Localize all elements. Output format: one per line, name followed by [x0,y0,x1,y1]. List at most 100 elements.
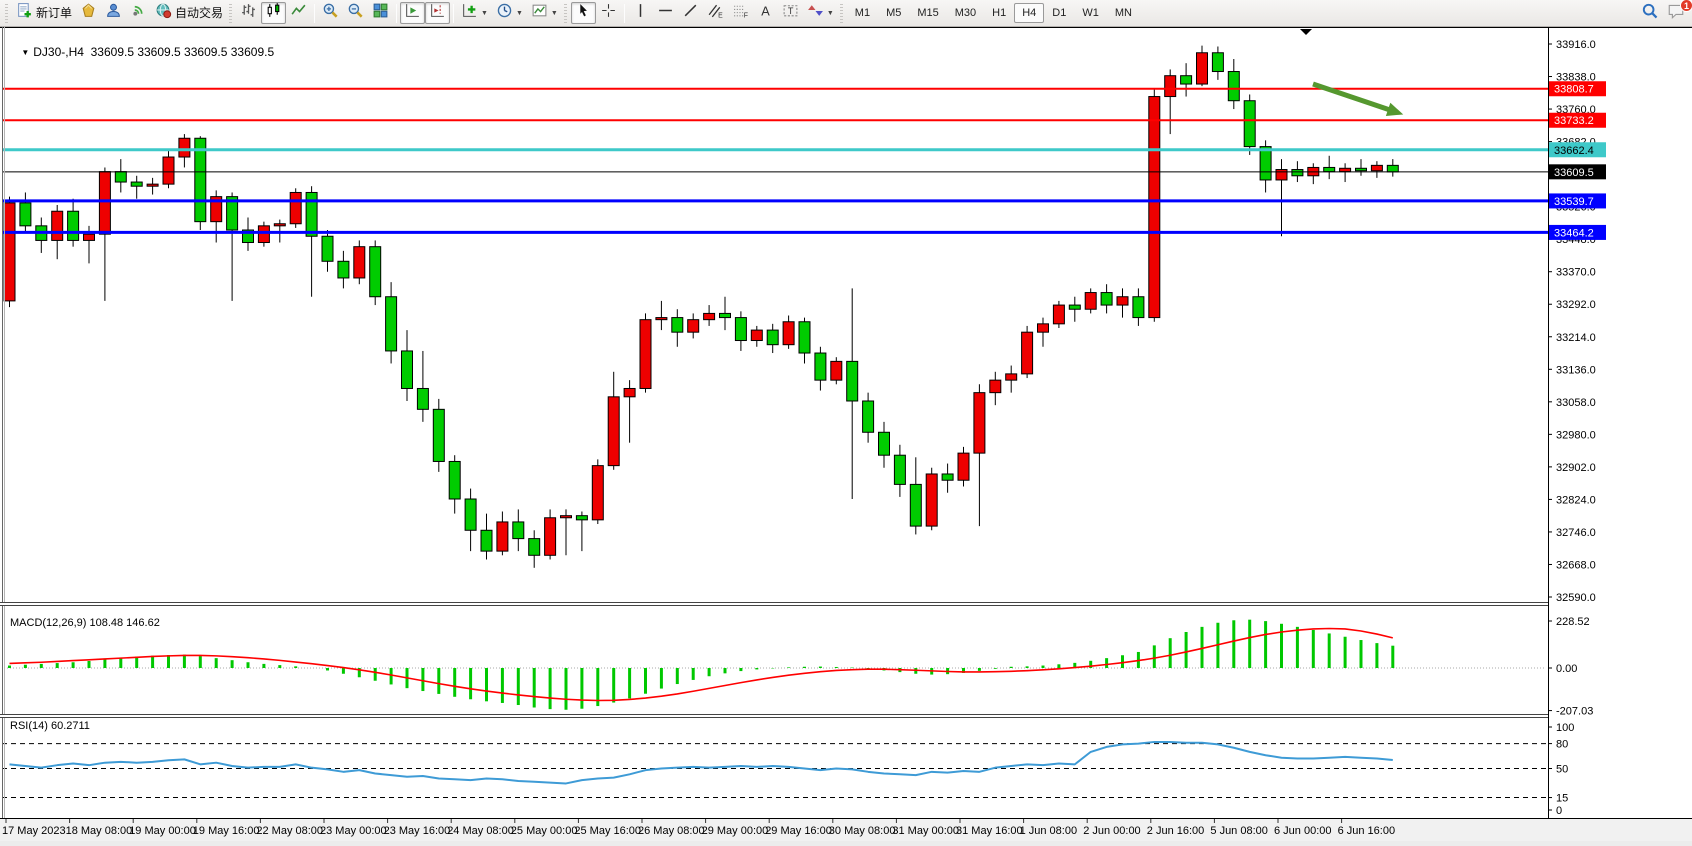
candlestick-series [3,45,1399,568]
chart-symbol-period: DJ30-,H4 [33,45,84,59]
chart-title: ▼ DJ30-,H4 33609.5 33609.5 33609.5 33609.… [8,31,274,73]
tile-windows-icon [372,2,389,24]
templates-button[interactable]: ▼ [527,2,562,24]
zoom-out-icon [347,2,364,24]
rsi-indicator-label: RSI(14) 60.2711 [10,720,90,732]
templates-icon [531,2,548,24]
chart-shift-button[interactable] [425,2,451,24]
svg-text:31 May 16:00: 31 May 16:00 [956,825,1023,837]
arrows-button[interactable]: ▼ [803,2,838,24]
svg-text:2 Jun 00:00: 2 Jun 00:00 [1083,825,1141,837]
bar-chart-icon [240,2,257,24]
chevron-down-icon: ▼ [481,9,488,17]
auto-trading-label: 自动交易 [175,6,224,20]
svg-text:18 May 08:00: 18 May 08:00 [66,825,133,837]
svg-text:29 May 16:00: 29 May 16:00 [765,825,832,837]
price-badges: 33808.7 33733.2 33662.4 33609.5 33539.7 33464… [1549,81,1606,240]
zoom-out-button[interactable] [343,2,368,24]
timeframe-button-W1[interactable]: W1 [1082,7,1099,19]
timeframe-button-M15[interactable]: M15 [917,7,939,19]
svg-text:E: E [718,12,723,19]
candlestick-chart-button[interactable] [261,2,287,24]
chevron-down-icon: ▼ [550,9,558,17]
svg-text:26 May 08:00: 26 May 08:00 [638,825,705,837]
svg-text:33539.7: 33539.7 [1554,196,1594,208]
timeframe-button-D1[interactable]: D1 [1052,7,1067,19]
svg-text:50: 50 [1556,764,1568,776]
rsi-panel [2,740,1546,799]
signals-button[interactable] [126,2,151,24]
trendline-icon [682,2,699,24]
periods-button[interactable]: ▼ [492,2,527,24]
fibonacci-grid-button[interactable]: F [728,2,753,24]
toolbar-drag-handle[interactable] [563,3,567,23]
vertical-line-button[interactable] [628,2,653,24]
last-bar-marker [1300,29,1312,35]
timeframe-button-H4[interactable]: H4 [1014,3,1045,23]
chart-dropdown-icon[interactable]: ▼ [21,48,30,57]
svg-text:19 May 00:00: 19 May 00:00 [129,825,196,837]
timeframe-button-M1[interactable]: M1 [854,7,871,19]
macd-indicator-label: MACD(12,26,9) 108.48 146.62 [10,617,160,629]
toolbar-drag-handle[interactable] [229,3,233,23]
text-label-button[interactable]: T [778,2,803,24]
text-button[interactable]: A [753,2,778,24]
search-button[interactable] [1637,2,1663,24]
line-chart-button[interactable] [286,2,311,24]
chevron-down-icon: ▼ [826,9,834,17]
indicators-button[interactable]: ▼ [457,2,492,24]
svg-text:33214.0: 33214.0 [1556,332,1596,344]
cursor-button[interactable] [570,2,596,24]
bar-chart-button[interactable] [236,2,261,24]
svg-text:80: 80 [1556,739,1568,751]
periods-icon [496,2,513,24]
auto-scroll-button[interactable] [400,2,426,24]
svg-text:29 May 00:00: 29 May 00:00 [702,825,769,837]
svg-text:F: F [744,12,748,19]
zoom-in-button[interactable] [318,2,343,24]
svg-text:33662.4: 33662.4 [1554,145,1594,157]
svg-text:33838.0: 33838.0 [1556,72,1596,84]
line-chart-icon [290,2,307,24]
svg-text:6 Jun 00:00: 6 Jun 00:00 [1274,825,1332,837]
toolbar-drag-handle[interactable] [839,3,843,23]
svg-text:1 Jun 08:00: 1 Jun 08:00 [1020,825,1078,837]
svg-text:31 May 00:00: 31 May 00:00 [892,825,959,837]
search-icon [1641,2,1659,25]
chart-canvas[interactable]: 33916.033838.033760.033682.033526.033448… [0,27,1692,841]
fibonacci-grid-icon: F [732,2,749,24]
timeframe-button-M5[interactable]: M5 [886,7,902,19]
timeframe-button-MN[interactable]: MN [1114,7,1132,19]
svg-text:32746.0: 32746.0 [1556,527,1596,539]
timeframe-button-M30[interactable]: M30 [954,7,977,19]
market-watch-button[interactable] [76,2,101,24]
toolbar-separator [453,3,455,23]
svg-text:33058.0: 33058.0 [1556,397,1596,409]
svg-text:23 May 16:00: 23 May 16:00 [384,825,451,837]
tile-windows-button[interactable] [368,2,393,24]
svg-text:17 May 2023: 17 May 2023 [2,825,66,837]
svg-text:19 May 16:00: 19 May 16:00 [193,825,260,837]
market-watch-icon [80,2,97,24]
chat-button[interactable]: 1 [1663,0,1692,24]
svg-text:33808.7: 33808.7 [1554,84,1594,96]
svg-text:32668.0: 32668.0 [1556,559,1596,571]
horizontal-line-button[interactable] [653,2,678,24]
main-toolbar: 新订单 自动交易 ▼ ▼ [0,0,1692,27]
timeframe-button-H1[interactable]: H1 [992,7,1007,19]
svg-text:228.52: 228.52 [1556,616,1590,628]
new-order-button[interactable]: 新订单 [12,2,76,24]
crosshair-icon [600,2,617,24]
navigator-button[interactable] [101,2,126,24]
trendline-button[interactable] [678,2,703,24]
new-order-label: 新订单 [36,6,73,20]
svg-text:30 May 08:00: 30 May 08:00 [829,825,896,837]
auto-trading-button[interactable]: 自动交易 [151,2,227,24]
svg-text:33916.0: 33916.0 [1556,39,1596,51]
crosshair-button[interactable] [596,2,621,24]
cursor-icon [575,2,592,24]
equidistant-channel-button[interactable]: E [703,2,728,24]
toolbar-separator [314,3,316,23]
svg-text:25 May 16:00: 25 May 16:00 [574,825,641,837]
toolbar-drag-handle[interactable] [5,3,8,23]
